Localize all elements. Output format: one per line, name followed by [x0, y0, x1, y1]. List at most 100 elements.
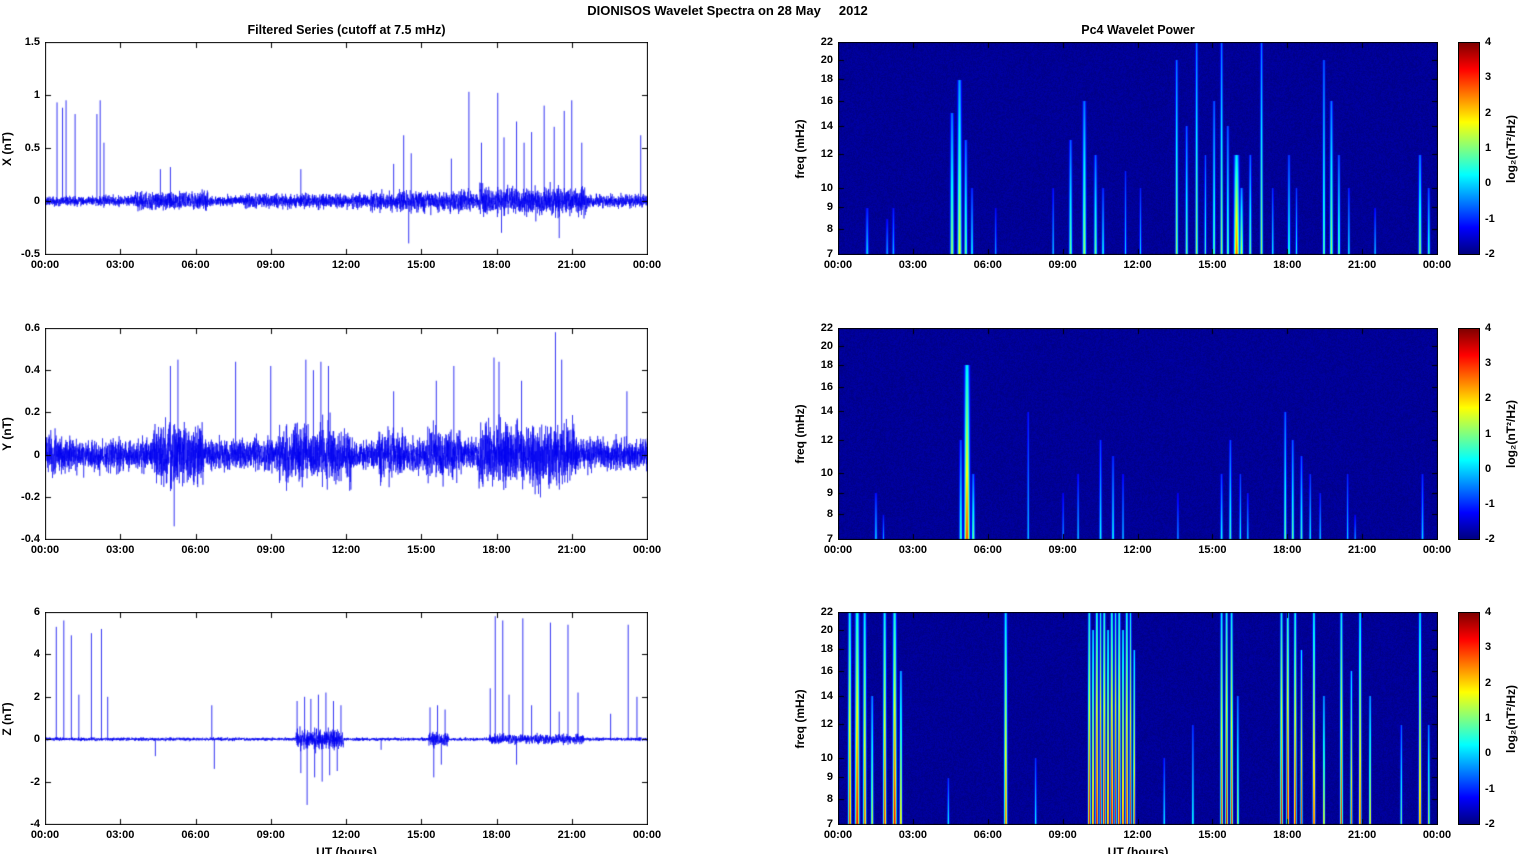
y-tick-label: -2 [30, 775, 40, 788]
colorbar-gradient [1458, 328, 1480, 540]
figure-title: DIONISOS Wavelet Spectra on 28 May 2012 [587, 3, 868, 18]
y-tick-label: 7 [826, 248, 833, 260]
y-tick-label: 6 [33, 606, 40, 618]
x-tick-label: 06:00 [973, 544, 1002, 556]
y-tick-label: 1 [33, 89, 40, 101]
colorbar-label: log₂(nT²/Hz) [1504, 114, 1518, 183]
y-tick-label: -0.5 [21, 248, 40, 260]
x-tick-label: 00:00 [632, 259, 662, 271]
x-tick-label: 21:00 [557, 259, 586, 271]
colorbar-z-wavelet: log₂(nT²/Hz) 4 3 2 1 0 -1 -2 [1458, 606, 1518, 830]
colorbar-tick-label: 4 [1485, 606, 1492, 618]
y-tick-label: 20 [820, 53, 833, 66]
x-tick-label: 00:00 [823, 259, 853, 271]
panel-z-series: Z (nT) UT (hours) 00:00 03:00 06:00 09:00 12… [0, 606, 661, 854]
colorbar-tick-label: 3 [1485, 71, 1492, 84]
x-tick-label: 00:00 [30, 829, 60, 841]
panel-x-wavelet: Pc4 Wavelet Power freq (mHz) 00:00 03:00 0… [793, 23, 1451, 271]
colorbar-tick-label: -1 [1485, 212, 1495, 225]
x-tick-label: 00:00 [1422, 259, 1452, 271]
y-tick-label: -4 [30, 818, 40, 830]
x-tick-label: 15:00 [407, 259, 436, 271]
colorbar-gradient [1458, 612, 1480, 825]
colorbar-tick-label: 0 [1485, 177, 1492, 190]
colorbar-tick-label: 2 [1485, 676, 1492, 689]
colorbar-tick-label: 1 [1485, 427, 1492, 440]
y-tick-label: 14 [820, 119, 833, 132]
colorbar-gradient [1458, 42, 1480, 255]
right-column-title: Pc4 Wavelet Power [1081, 23, 1195, 37]
colorbar-tick-label: -2 [1485, 818, 1495, 830]
colorbar-tick-label: -1 [1485, 497, 1495, 510]
x-tick-label: 09:00 [1048, 829, 1077, 841]
panel-x-series: Filtered Series (cutoff at 7.5 mHz) X (n… [0, 23, 661, 271]
y-series-plot [45, 328, 648, 540]
x-tick-label: 18:00 [1273, 259, 1302, 271]
y-tick-label: 22 [820, 36, 833, 48]
colorbar-tick-label: -1 [1485, 782, 1495, 795]
x-tick-label: 15:00 [1198, 544, 1227, 556]
x-tick-label: 06:00 [973, 829, 1002, 841]
x-tick-label: 03:00 [106, 544, 135, 556]
y-tick-label: 7 [826, 533, 833, 545]
x-tick-label: 21:00 [557, 544, 586, 556]
y-tick-label: 9 [826, 486, 833, 499]
y-tick-label: 8 [826, 223, 833, 236]
x-tick-label: 12:00 [1123, 544, 1152, 556]
y-tick-label: 12 [820, 718, 833, 731]
x-tick-label: 03:00 [106, 259, 135, 271]
y-tick-label: 2 [33, 690, 40, 703]
x-tick-label: 00:00 [823, 544, 853, 556]
y-tick-label: 18 [820, 643, 833, 656]
x-tick-label: 12:00 [331, 544, 361, 556]
x-tick-label: 12:00 [1123, 259, 1152, 271]
y-tick-label: 20 [820, 623, 833, 636]
x-tick-label: 06:00 [973, 259, 1002, 271]
x-series-plot [45, 42, 648, 255]
x-tick-label: 00:00 [1422, 544, 1452, 556]
x-wavelet-spectrogram [838, 42, 1438, 255]
x-tick-label: 03:00 [898, 829, 927, 841]
panel-y-wavelet: freq (mHz) 00:00 03:00 06:00 09:00 12:00 15:0… [793, 322, 1451, 556]
y-tick-label: 8 [826, 508, 833, 521]
y-tick-label: 16 [820, 94, 833, 107]
y-tick-label: 14 [820, 689, 833, 702]
y-tick-label: 9 [826, 771, 833, 784]
x-tick-label: 09:00 [1048, 544, 1077, 556]
x-tick-label: 00:00 [632, 544, 662, 556]
y-tick-label: 8 [826, 793, 833, 806]
x-tick-label: 15:00 [407, 829, 436, 841]
x-tick-label: 09:00 [1048, 259, 1077, 271]
y-tick-label: 18 [820, 358, 833, 371]
y-tick-label: 12 [820, 433, 833, 446]
y-tick-label: 16 [820, 664, 833, 677]
y-tick-label: 0 [33, 733, 40, 746]
y-tick-label: 0.4 [24, 364, 40, 377]
x-tick-label: 06:00 [181, 259, 210, 271]
y-tick-label: 0.5 [24, 142, 40, 154]
x-tick-label: 18:00 [1273, 544, 1302, 556]
x-tick-label: 21:00 [1348, 259, 1377, 271]
y-series-ylabel: Y (nT) [0, 417, 14, 451]
y-tick-label: 12 [820, 148, 833, 161]
y-tick-label: 0 [33, 195, 40, 207]
y-tick-label: 18 [820, 73, 833, 86]
colorbar-tick-label: -2 [1485, 248, 1495, 260]
y-tick-label: 0.2 [24, 406, 40, 419]
colorbar-tick-label: 4 [1485, 36, 1492, 48]
x-tick-label: 12:00 [331, 259, 361, 271]
colorbar-tick-label: 3 [1485, 641, 1492, 654]
x-tick-label: 00:00 [1422, 829, 1452, 841]
y-tick-label: 22 [820, 606, 833, 618]
colorbar-x-wavelet: log₂(nT²/Hz) 4 3 2 1 0 -1 -2 [1458, 36, 1518, 260]
colorbar-label: log₂(nT²/Hz) [1504, 400, 1518, 468]
y-tick-label: 16 [820, 380, 833, 393]
x-tick-label: 12:00 [331, 829, 361, 841]
x-tick-label: 21:00 [1348, 544, 1377, 556]
y-tick-label: -0.4 [21, 533, 40, 545]
z-series-ylabel: Z (nT) [0, 701, 14, 736]
x-tick-label: 18:00 [1273, 829, 1302, 841]
colorbar-tick-label: 2 [1485, 106, 1492, 119]
x-tick-label: 21:00 [557, 829, 586, 841]
